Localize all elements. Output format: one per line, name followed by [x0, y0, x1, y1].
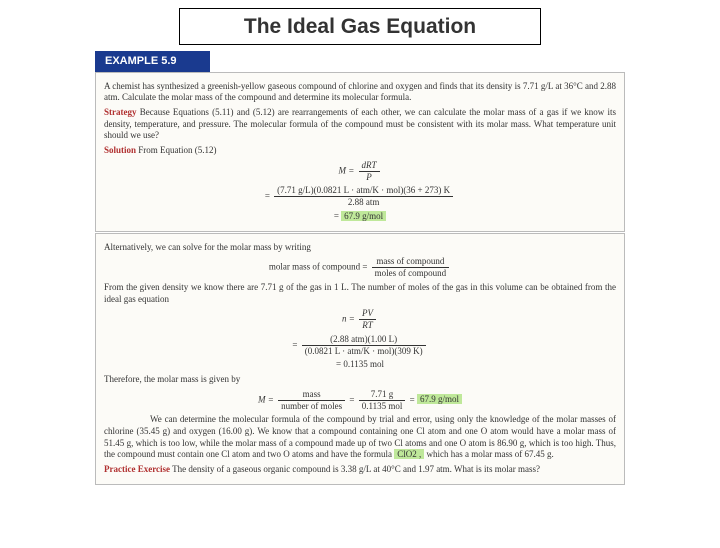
therefore-text: Therefore, the molar mass is given by	[104, 374, 616, 386]
alt-intro: Alternatively, we can solve for the mola…	[104, 242, 616, 254]
m-eq: M = massnumber of moles = 7.71 g0.1135 m…	[104, 389, 616, 412]
result-highlight-2: 67.9 g/mol	[417, 394, 462, 404]
alt-equation: molar mass of compound = mass of compoun…	[104, 256, 616, 279]
example-label: EXAMPLE 5.9	[95, 51, 210, 71]
n-eq3: = 0.1135 mol	[104, 359, 616, 371]
n-eq2: = (2.88 atm)(1.00 L)(0.0821 L · atm/K · …	[104, 334, 616, 357]
content-area: EXAMPLE 5.9 A chemist has synthesized a …	[95, 51, 625, 485]
strategy-text: Strategy Because Equations (5.11) and (5…	[104, 107, 616, 142]
conclusion-text: We can determine the molecular formula o…	[104, 414, 616, 461]
solution-header: Solution From Equation (5.12)	[104, 145, 616, 157]
result-highlight: 67.9 g/mol	[341, 211, 386, 221]
problem-text: A chemist has synthesized a greenish-yel…	[104, 81, 616, 104]
equation-1: M = dRTP	[104, 160, 616, 183]
practice-text: Practice Exercise The density of a gaseo…	[104, 464, 616, 476]
solution-label: Solution	[104, 145, 136, 155]
problem-box: A chemist has synthesized a greenish-yel…	[95, 72, 625, 232]
strategy-label: Strategy	[104, 107, 137, 117]
alternative-box: Alternatively, we can solve for the mola…	[95, 233, 625, 485]
equation-2: = (7.71 g/L)(0.0821 L · atm/K · mol)(36 …	[104, 185, 616, 208]
practice-label: Practice Exercise	[104, 464, 170, 474]
alt-p1: From the given density we know there are…	[104, 282, 616, 305]
page-title: The Ideal Gas Equation	[179, 8, 541, 45]
equation-3: = 67.9 g/mol	[104, 211, 616, 223]
n-eq1: n = PVRT	[104, 308, 616, 331]
formula-highlight: ClO2 ,	[394, 449, 424, 459]
